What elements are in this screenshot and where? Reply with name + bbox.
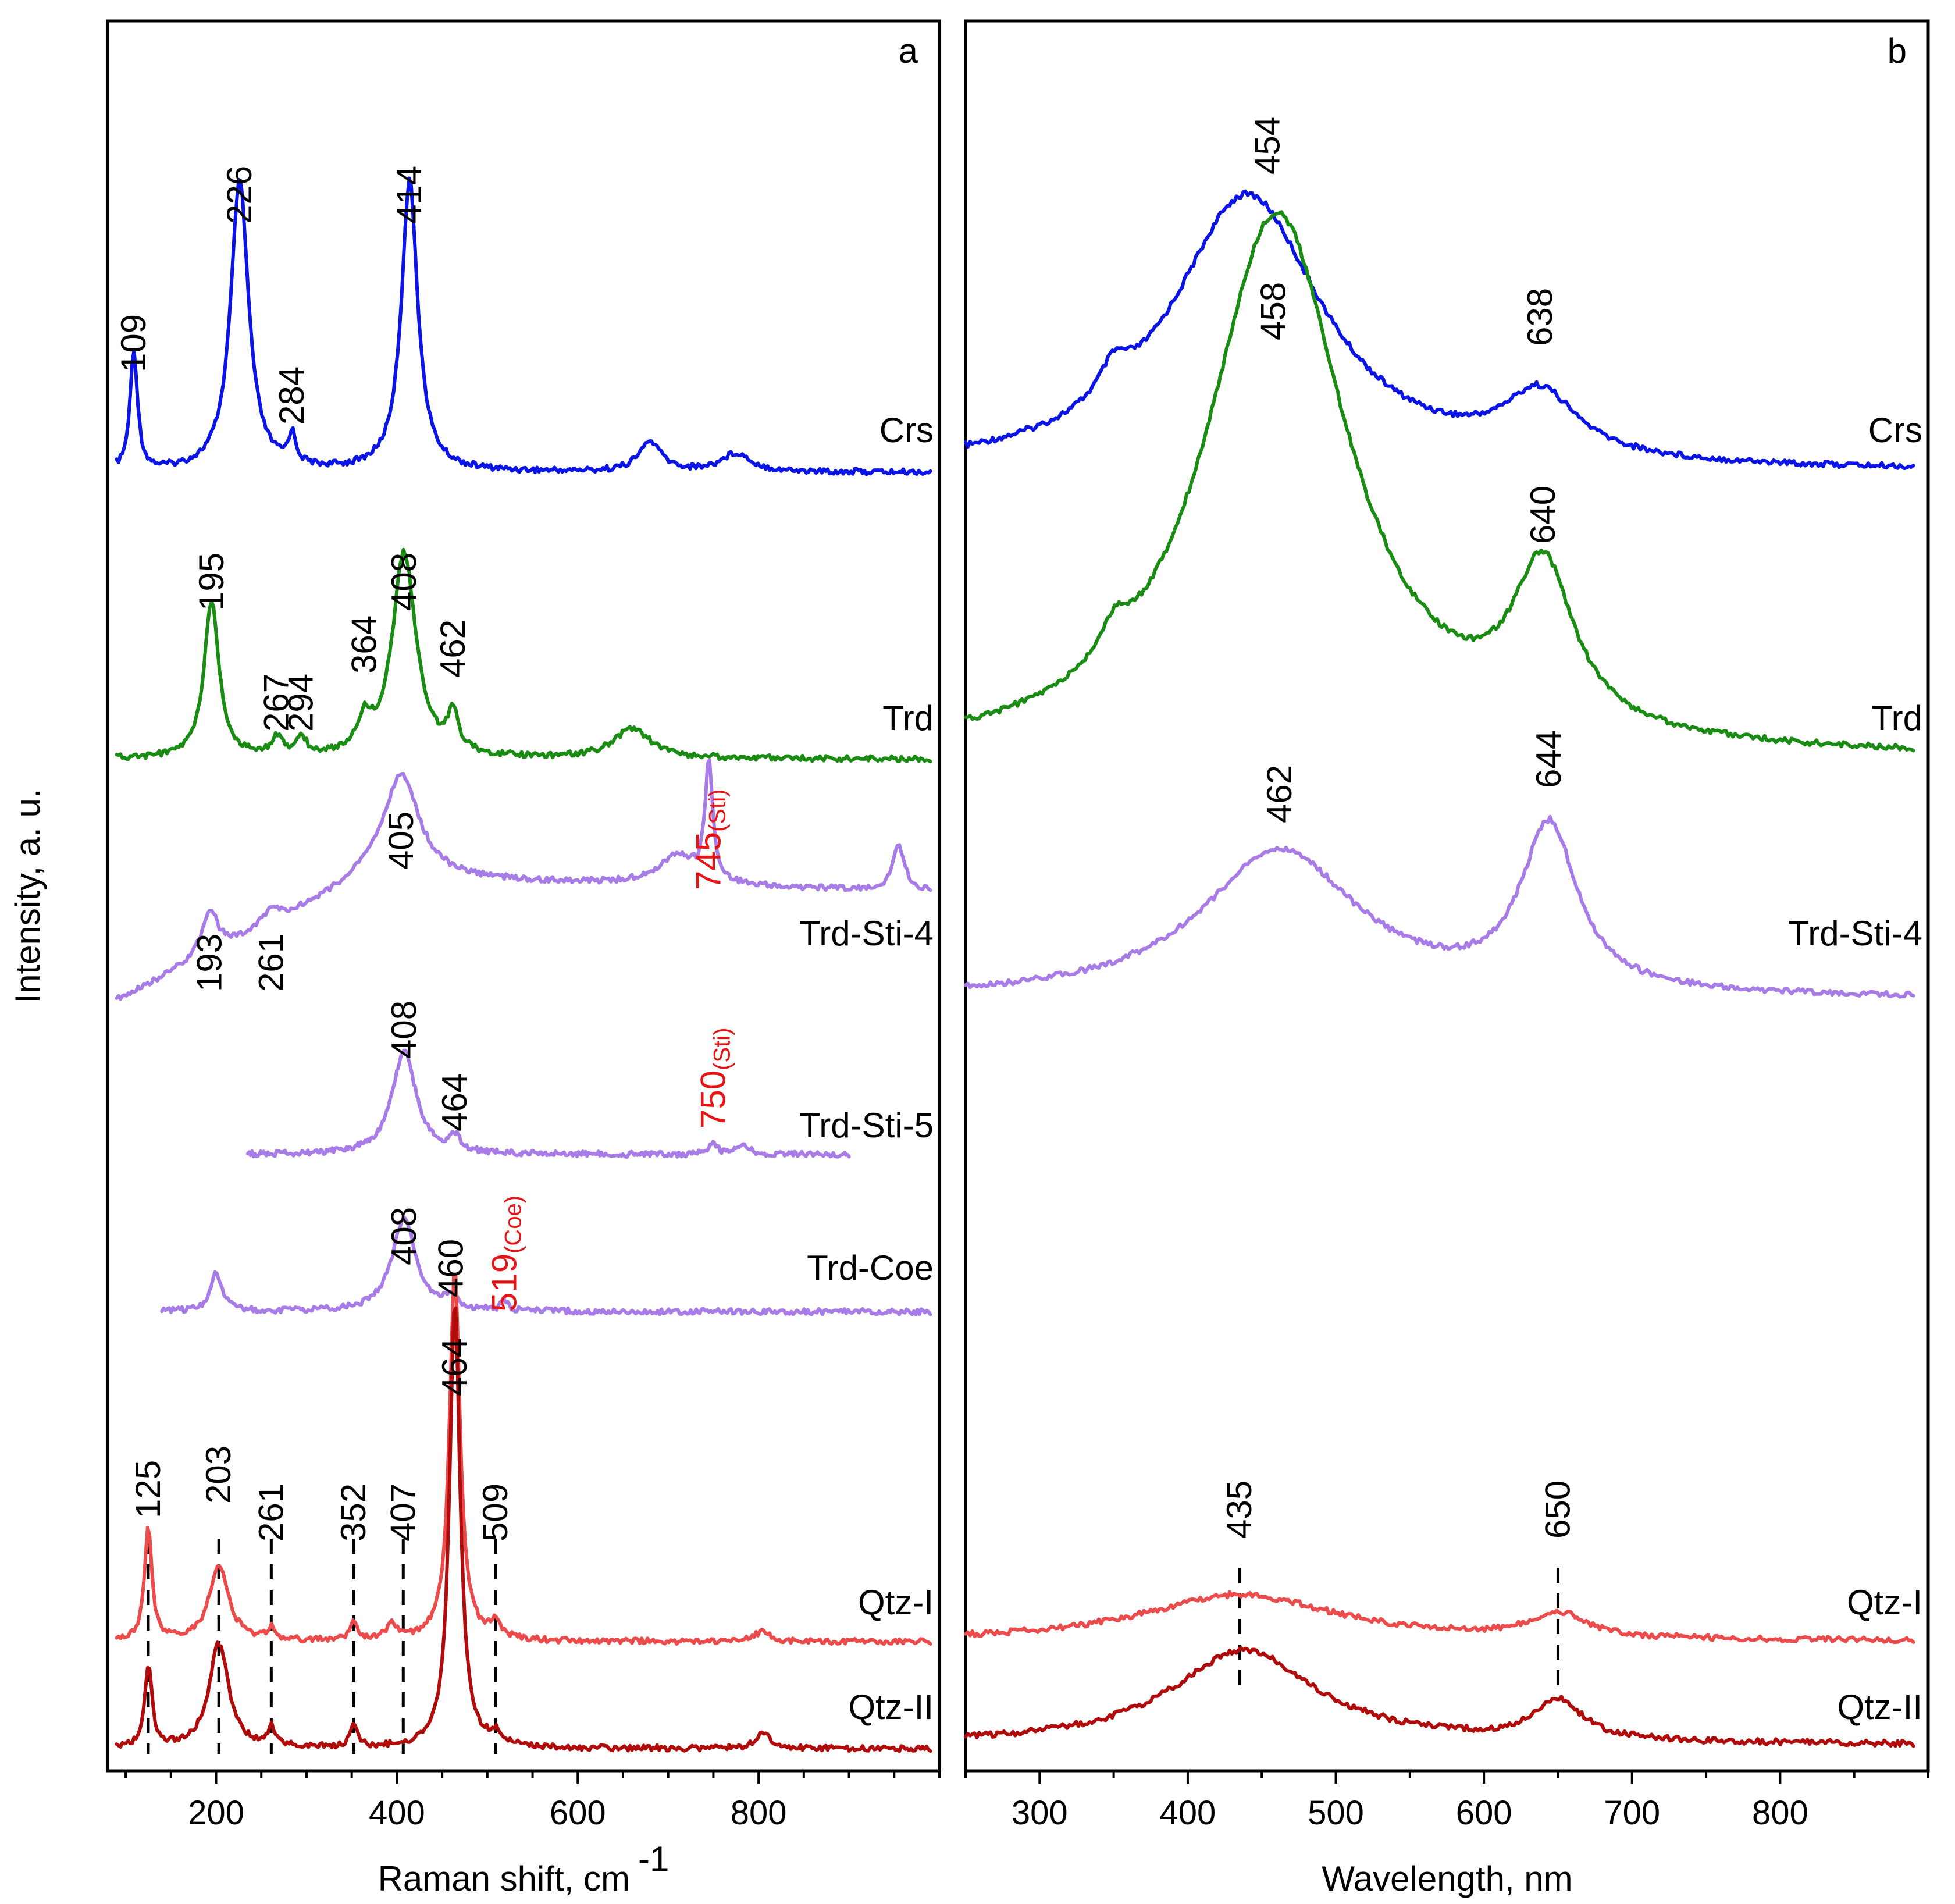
- peak-label-crs-638: 638: [1520, 288, 1559, 346]
- x-tick-label-200: 200: [188, 1794, 244, 1832]
- x-tick-label-500: 500: [1308, 1794, 1364, 1832]
- trace-crs: [964, 189, 1915, 471]
- x-tick-label-600: 600: [1456, 1794, 1512, 1832]
- peak-label-trd-coe-460: 460: [432, 1239, 471, 1297]
- trace-qtz-ii: [115, 1306, 932, 1753]
- trace-trd: [964, 210, 1915, 753]
- raman-plot-frame: [106, 19, 941, 1773]
- series-label-trd-sti-5: Trd-Sti-5: [799, 1106, 934, 1145]
- peak-label-crs-454: 454: [1248, 116, 1287, 175]
- raman-traces: [115, 176, 932, 1753]
- peak-label-trd-sti-4-462: 462: [1260, 765, 1299, 823]
- peak-label-crs-414: 414: [390, 166, 429, 224]
- peak-label-trd-sti-4-745: 745(Sti): [689, 789, 731, 890]
- peak-label-qtz-i-261: 261: [251, 1483, 290, 1542]
- x-tick-label-800: 800: [731, 1794, 787, 1832]
- pl-guide-lines: [1238, 1568, 1559, 1687]
- peak-label-trd-267: 267: [257, 674, 296, 732]
- trace-trd-sti-4: [964, 814, 1915, 999]
- series-label-qtz-i: Qtz-I: [1847, 1583, 1922, 1622]
- peak-label-trd-640: 640: [1523, 486, 1562, 544]
- peak-label-trd-sti-4-261: 261: [251, 934, 290, 992]
- trace-trd: [115, 547, 932, 764]
- pl-panel-letter: b: [1888, 31, 1907, 70]
- peak-label-qtz-i-352: 352: [334, 1483, 373, 1542]
- peak-label-trd-sti-5-408: 408: [384, 1001, 423, 1059]
- peak-label-trd-294: 294: [282, 674, 321, 732]
- raman-x-axis-title: Raman shift, cm-1: [378, 1839, 670, 1898]
- peak-label-crs-284: 284: [272, 366, 311, 425]
- y-axis-title: Intensity, a. u.: [8, 788, 47, 1003]
- series-label-qtz-ii: Qtz-II: [848, 1688, 934, 1727]
- trace-qtz-i: [115, 1273, 932, 1646]
- peak-label-qtz-i-650: 650: [1539, 1481, 1577, 1539]
- trace-trd-coe: [160, 1215, 932, 1316]
- peak-label-trd-coe-408: 408: [384, 1207, 423, 1265]
- peak-label-trd-coe-519: 519(Coe): [485, 1195, 526, 1312]
- peak-label-trd-458: 458: [1254, 282, 1293, 340]
- peak-label-qtz-i-509: 509: [476, 1483, 515, 1542]
- pl-panel: b 300 400 500 600 700 800 Crs 454 638 Trd 458 640 T…: [964, 19, 1930, 1898]
- peak-label-trd-195: 195: [192, 553, 231, 611]
- x-tick-label-700: 700: [1604, 1794, 1660, 1832]
- series-label-trd-sti-4: Trd-Sti-4: [1788, 914, 1922, 953]
- series-label-trd-sti-4: Trd-Sti-4: [799, 914, 934, 953]
- raman-guide-lines: [147, 1539, 497, 1754]
- peak-label-crs-226: 226: [220, 166, 259, 224]
- series-label-crs: Crs: [879, 411, 934, 450]
- peak-label-qtz-i-464: 464: [435, 1338, 474, 1396]
- peak-label-qtz-i-203: 203: [199, 1446, 238, 1504]
- raman-panel-letter: a: [899, 31, 918, 70]
- x-tick-label-400: 400: [1160, 1794, 1216, 1832]
- x-tick-label-400: 400: [369, 1794, 425, 1832]
- peak-label-trd-408: 408: [384, 553, 423, 611]
- peak-label-qtz-i-435: 435: [1220, 1481, 1259, 1539]
- raman-x-axis: 200 400 600 800: [124, 1771, 941, 1832]
- x-tick-label-300: 300: [1012, 1794, 1068, 1832]
- peak-label-trd-364: 364: [344, 615, 383, 674]
- peak-label-trd-sti-4-644: 644: [1529, 730, 1568, 788]
- series-label-trd-coe: Trd-Coe: [807, 1248, 934, 1287]
- series-label-trd: Trd: [882, 699, 934, 738]
- peak-label-trd-sti-4-405: 405: [382, 812, 421, 870]
- trace-trd-sti-4: [115, 758, 932, 1001]
- peak-label-crs-109: 109: [114, 314, 153, 372]
- x-tick-label-800: 800: [1752, 1794, 1808, 1832]
- peak-label-qtz-i-407: 407: [383, 1483, 422, 1542]
- peak-label-qtz-i-125: 125: [129, 1460, 168, 1518]
- pl-x-axis: 300 400 500 600 700 800: [964, 1771, 1929, 1832]
- pl-plot-frame: [964, 19, 1930, 1773]
- peak-label-trd-sti-4-193: 193: [190, 934, 229, 992]
- peak-label-trd-462: 462: [433, 620, 472, 678]
- raman-peak-labels: Crs109226284414Trd195267294364408462Trd-…: [114, 166, 934, 1727]
- peak-label-trd-sti-5-464: 464: [435, 1073, 474, 1131]
- trace-qtz-ii: [964, 1646, 1915, 1748]
- series-label-qtz-i: Qtz-I: [858, 1583, 934, 1622]
- x-tick-label-600: 600: [550, 1794, 606, 1832]
- series-label-qtz-ii: Qtz-II: [1837, 1688, 1922, 1727]
- peak-label-trd-sti-5-750: 750(Sti): [693, 1028, 735, 1129]
- pl-peak-labels: Crs 454 638 Trd 458 640 Trd-Sti-4 462 644 Qtz-I 43…: [1220, 116, 1922, 1727]
- raman-panel: a 200 400 600 800 Crs109226284414Trd1952672…: [8, 19, 941, 1898]
- trace-trd-sti-5: [245, 1048, 851, 1159]
- trace-qtz-i: [964, 1590, 1915, 1645]
- pl-traces: [964, 189, 1915, 1748]
- trace-crs: [115, 176, 932, 476]
- pl-x-axis-title: Wavelength, nm: [1322, 1859, 1572, 1898]
- series-label-trd: Trd: [1871, 699, 1922, 738]
- series-label-crs: Crs: [1868, 411, 1922, 450]
